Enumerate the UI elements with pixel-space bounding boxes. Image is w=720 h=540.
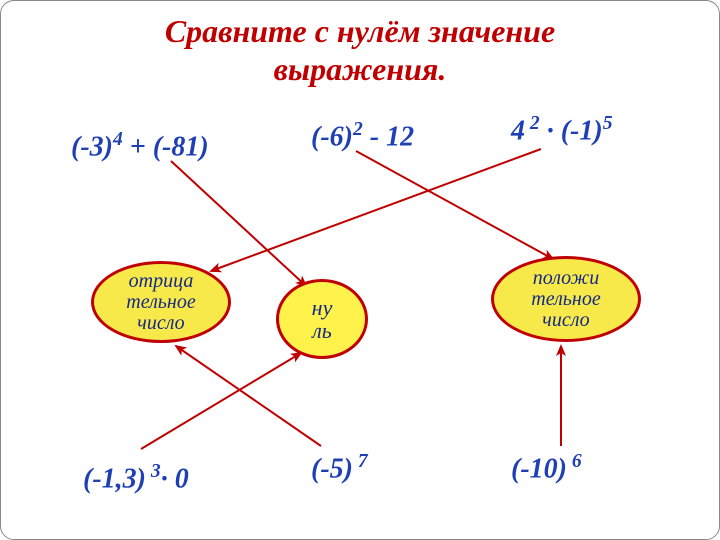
bubble-label: положи тельное число xyxy=(531,268,600,331)
arrow-e2 xyxy=(356,151,553,259)
expression-e3: 4 2 · (-1)5 xyxy=(511,113,612,147)
expression-e5: (-5) 7 xyxy=(311,451,368,485)
arrow-e5 xyxy=(176,346,321,446)
expression-e6: (-10) 6 xyxy=(511,451,582,485)
bubble-b_zero: ну ль xyxy=(276,279,368,359)
title-line-2: выражения. xyxy=(1,51,719,88)
arrow-e4 xyxy=(141,353,301,449)
bubble-b_neg: отрица тельное число xyxy=(91,261,231,343)
expression-e4: (-1,3) 3· 0 xyxy=(83,461,189,495)
title-line-1: Сравните с нулём значение xyxy=(1,13,719,50)
bubble-label: отрица тельное число xyxy=(126,271,195,334)
bubble-b_pos: положи тельное число xyxy=(491,256,641,342)
expression-e2: (-6)2 - 12 xyxy=(311,119,414,153)
arrow-e3 xyxy=(211,149,541,271)
slide-frame: Сравните с нулём значение выражения. (-3… xyxy=(0,0,720,540)
bubble-label: ну ль xyxy=(312,296,333,342)
expression-e1: (-3)4 + (-81) xyxy=(71,129,209,163)
